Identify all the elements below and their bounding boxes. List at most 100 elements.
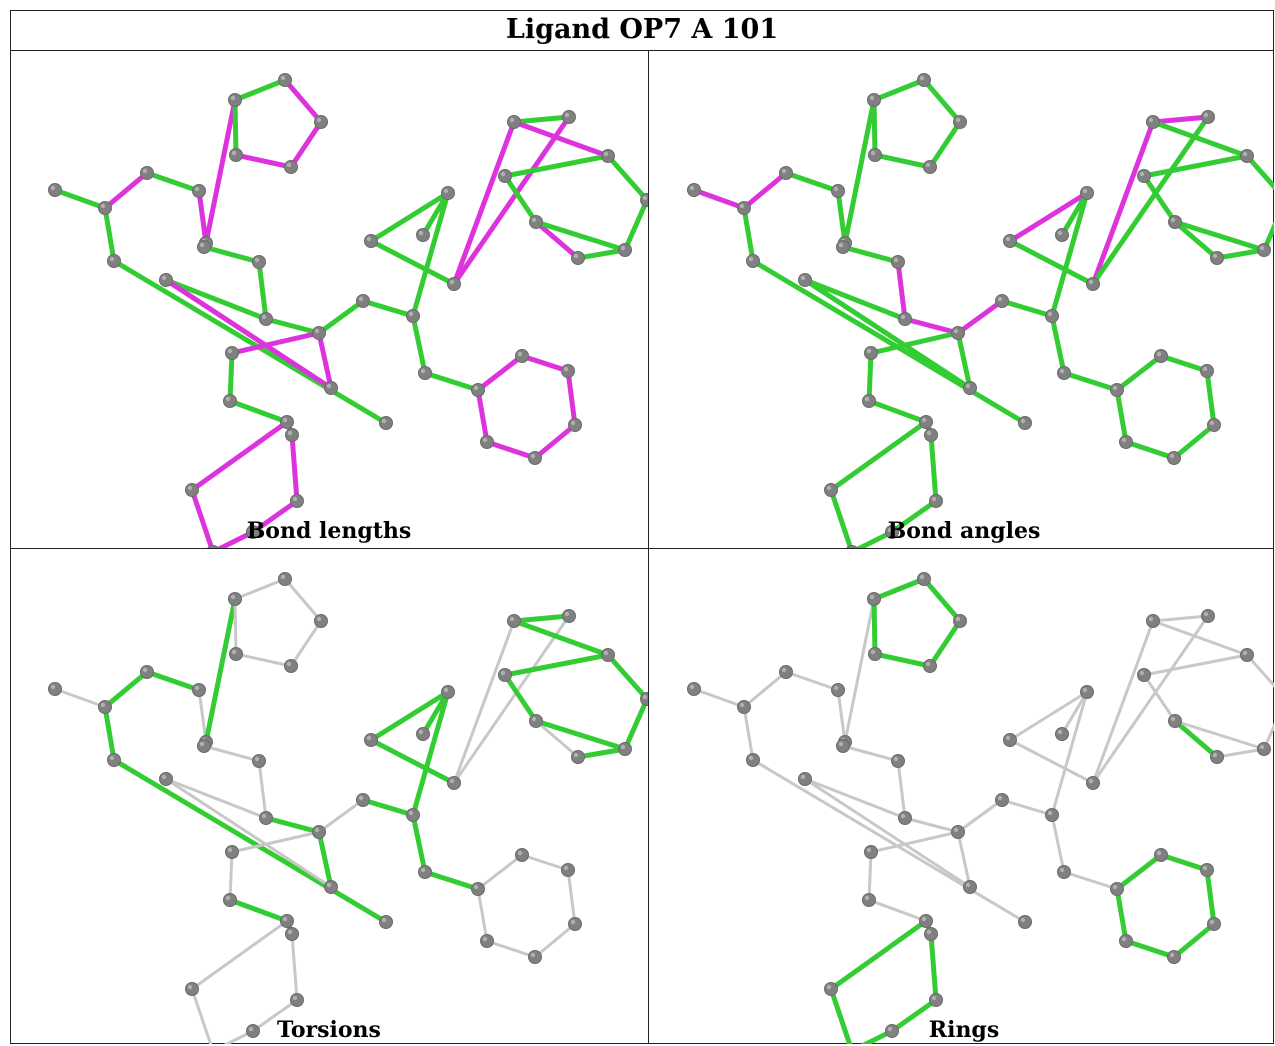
bond bbox=[511, 613, 572, 624]
bond bbox=[283, 577, 323, 623]
atom bbox=[1201, 609, 1215, 623]
atom-highlight bbox=[248, 527, 254, 533]
atom bbox=[1168, 714, 1182, 728]
bond bbox=[605, 153, 648, 203]
atom-highlight bbox=[1139, 171, 1145, 177]
atom-highlight bbox=[1112, 884, 1118, 890]
atom-highlight bbox=[530, 453, 536, 459]
caption-bond-lengths: Bond lengths bbox=[246, 518, 412, 544]
atom-highlight bbox=[833, 186, 839, 192]
bond bbox=[868, 330, 961, 356]
atom bbox=[1200, 863, 1214, 877]
atom-highlight bbox=[866, 847, 872, 853]
atom-highlight bbox=[109, 755, 115, 761]
atom-highlight bbox=[358, 795, 364, 801]
bond bbox=[871, 77, 927, 103]
bond bbox=[202, 744, 261, 763]
atom bbox=[862, 394, 876, 408]
bond bbox=[828, 487, 854, 548]
atom bbox=[1018, 416, 1032, 430]
bond bbox=[484, 439, 538, 461]
atom bbox=[441, 186, 455, 200]
atom bbox=[480, 934, 494, 948]
atom bbox=[1003, 733, 1017, 747]
bond bbox=[475, 387, 490, 445]
atom-highlight bbox=[620, 245, 626, 251]
bond bbox=[828, 918, 929, 992]
bond bbox=[511, 618, 611, 658]
atom bbox=[290, 494, 304, 508]
atom bbox=[197, 240, 211, 254]
atom bbox=[779, 166, 793, 180]
atom-highlight bbox=[420, 368, 426, 374]
atom-highlight bbox=[280, 574, 286, 580]
bond bbox=[189, 419, 290, 493]
bond bbox=[1090, 114, 1211, 287]
atom bbox=[618, 742, 632, 756]
atom-highlight bbox=[142, 667, 148, 673]
atom bbox=[447, 277, 461, 291]
atom-highlight bbox=[254, 257, 260, 263]
atom bbox=[223, 893, 237, 907]
atom bbox=[528, 451, 542, 465]
atom bbox=[418, 865, 432, 879]
atom-highlight bbox=[689, 185, 695, 191]
bond bbox=[288, 119, 324, 170]
bond bbox=[872, 651, 933, 669]
atom bbox=[185, 982, 199, 996]
bond bbox=[903, 816, 960, 834]
bond bbox=[928, 432, 939, 504]
bond bbox=[282, 77, 324, 125]
atom-highlight bbox=[563, 865, 569, 871]
bond bbox=[927, 618, 963, 669]
bond bbox=[196, 188, 209, 246]
bond bbox=[955, 298, 1005, 336]
atom-highlight bbox=[449, 778, 455, 784]
panel-rings bbox=[687, 572, 1274, 1044]
atom-highlight bbox=[449, 279, 455, 285]
atom-highlight bbox=[1005, 735, 1011, 741]
atom bbox=[98, 201, 112, 215]
bond bbox=[144, 669, 202, 693]
atom-highlight bbox=[231, 150, 237, 156]
atom bbox=[924, 927, 938, 941]
bond bbox=[451, 114, 572, 287]
atom bbox=[1110, 882, 1124, 896]
atom-highlight bbox=[642, 694, 648, 700]
bond bbox=[842, 97, 877, 246]
atom bbox=[515, 848, 529, 862]
bond bbox=[1245, 653, 1274, 688]
atom bbox=[929, 494, 943, 508]
atom-highlight bbox=[314, 328, 320, 334]
bond bbox=[533, 922, 577, 959]
atom bbox=[919, 914, 933, 928]
panel-bond-lengths bbox=[48, 73, 648, 548]
atom bbox=[1210, 750, 1224, 764]
atom-highlight bbox=[869, 594, 875, 600]
bond bbox=[956, 798, 1004, 834]
bond bbox=[750, 258, 1028, 426]
bond bbox=[1172, 219, 1267, 253]
atom bbox=[418, 366, 432, 380]
atom-highlight bbox=[869, 95, 875, 101]
atom-highlight bbox=[564, 611, 570, 617]
atom-highlight bbox=[1259, 744, 1265, 750]
atom bbox=[687, 183, 701, 197]
atom-highlight bbox=[1259, 245, 1265, 251]
caption-rings: Rings bbox=[928, 1017, 1000, 1043]
atom-highlight bbox=[326, 882, 332, 888]
figure-title: Ligand OP7 A 101 bbox=[505, 14, 779, 45]
atom-highlight bbox=[282, 417, 288, 423]
bond bbox=[742, 670, 788, 709]
bond bbox=[1171, 921, 1217, 960]
atom-highlight bbox=[366, 236, 372, 242]
atom-highlight bbox=[314, 827, 320, 833]
bond bbox=[860, 1028, 895, 1044]
bond bbox=[1150, 119, 1250, 159]
atom-highlight bbox=[482, 936, 488, 942]
atom bbox=[561, 364, 575, 378]
atom-highlight bbox=[1170, 716, 1176, 722]
bond bbox=[1172, 219, 1220, 261]
atom bbox=[223, 394, 237, 408]
atom-highlight bbox=[248, 1026, 254, 1032]
